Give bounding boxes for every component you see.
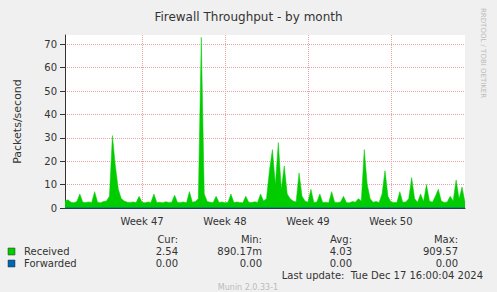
svg-text:Last update: Tue Dec 17 16:00: Last update: Tue Dec 17 16:00:04 2024 [282, 270, 483, 281]
svg-text:Received: Received [24, 246, 70, 257]
svg-text:0.00: 0.00 [436, 258, 458, 269]
svg-text:2.54: 2.54 [156, 246, 178, 257]
svg-text:RRDTOOL / TOBI OETIKER: RRDTOOL / TOBI OETIKER [479, 8, 487, 98]
svg-text:20: 20 [44, 156, 57, 167]
svg-text:Max:: Max: [434, 234, 458, 245]
svg-text:Min:: Min: [241, 234, 262, 245]
svg-text:0.00: 0.00 [240, 258, 262, 269]
svg-text:890.17m: 890.17m [217, 246, 262, 257]
svg-text:0.00: 0.00 [156, 258, 178, 269]
svg-text:Packets/second: Packets/second [11, 79, 24, 164]
svg-text:Week 49: Week 49 [286, 216, 329, 227]
svg-text:0: 0 [51, 203, 57, 214]
svg-text:70: 70 [44, 39, 57, 50]
svg-text:Forwarded: Forwarded [24, 258, 77, 269]
svg-text:Week 47: Week 47 [120, 216, 163, 227]
svg-text:Firewall Throughput - by month: Firewall Throughput - by month [154, 10, 342, 24]
svg-text:4.03: 4.03 [330, 246, 352, 257]
svg-text:30: 30 [44, 132, 57, 143]
svg-text:Cur:: Cur: [157, 234, 178, 245]
svg-text:Week 50: Week 50 [369, 216, 412, 227]
svg-text:60: 60 [44, 62, 57, 73]
svg-text:40: 40 [44, 109, 57, 120]
svg-text:Week 48: Week 48 [203, 216, 246, 227]
svg-text:50: 50 [44, 86, 57, 97]
svg-text:Avg:: Avg: [330, 234, 352, 245]
svg-text:10: 10 [44, 179, 57, 190]
svg-text:909.57: 909.57 [423, 246, 458, 257]
svg-text:0.00: 0.00 [330, 258, 352, 269]
svg-text:Munin 2.0.33-1: Munin 2.0.33-1 [218, 283, 278, 292]
